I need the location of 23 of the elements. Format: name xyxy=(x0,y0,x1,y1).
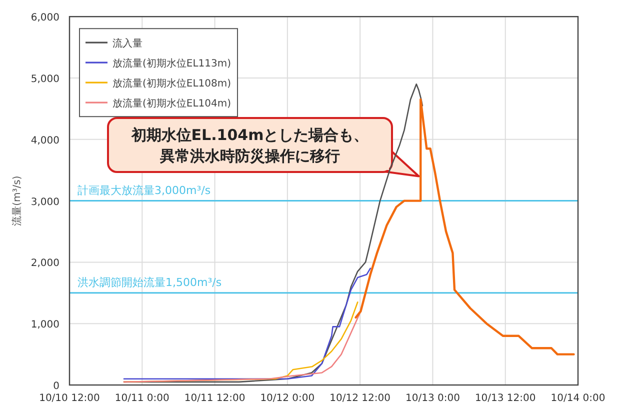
annotation: 初期水位EL.104mとした場合も、異常洪水時防災操作に移行 xyxy=(130,126,369,165)
ref-line-label: 計画最大放流量3,000m³/s xyxy=(78,184,211,197)
y-tick-label: 3,000 xyxy=(30,196,60,208)
y-tick-label: 6,000 xyxy=(30,12,60,24)
x-tick-label: 10/11 12:00 xyxy=(184,393,246,404)
x-tick-label: 10/12 0:00 xyxy=(260,393,315,404)
x-tick-label: 10/13 12:00 xyxy=(474,393,536,404)
x-tick-label: 10/10 12:00 xyxy=(39,393,100,404)
y-tick-label: 0 xyxy=(53,381,60,392)
y-tick-label: 5,000 xyxy=(30,74,60,85)
y-tick-label: 4,000 xyxy=(30,135,60,146)
legend-label: 流入量 xyxy=(112,38,142,50)
y-tick-label: 1,000 xyxy=(30,320,60,331)
legend-label: 放流量(初期水位EL104m) xyxy=(112,98,232,110)
y-tick-label: 2,000 xyxy=(30,258,60,270)
legend-label: 放流量(初期水位EL113m) xyxy=(112,58,232,70)
x-tick-label: 10/11 0:00 xyxy=(114,393,170,404)
x-tick-label: 10/14 0:00 xyxy=(550,393,606,404)
x-tick-label: 10/13 0:00 xyxy=(405,393,460,404)
x-tick-label: 10/12 12:00 xyxy=(330,393,390,404)
y-axis-title: 流量(m³/s) xyxy=(11,176,23,226)
legend-label: 放流量(初期水位EL108m) xyxy=(112,78,232,90)
ref-line-label: 洪水調節開始流量1,500m³/s xyxy=(78,276,222,289)
